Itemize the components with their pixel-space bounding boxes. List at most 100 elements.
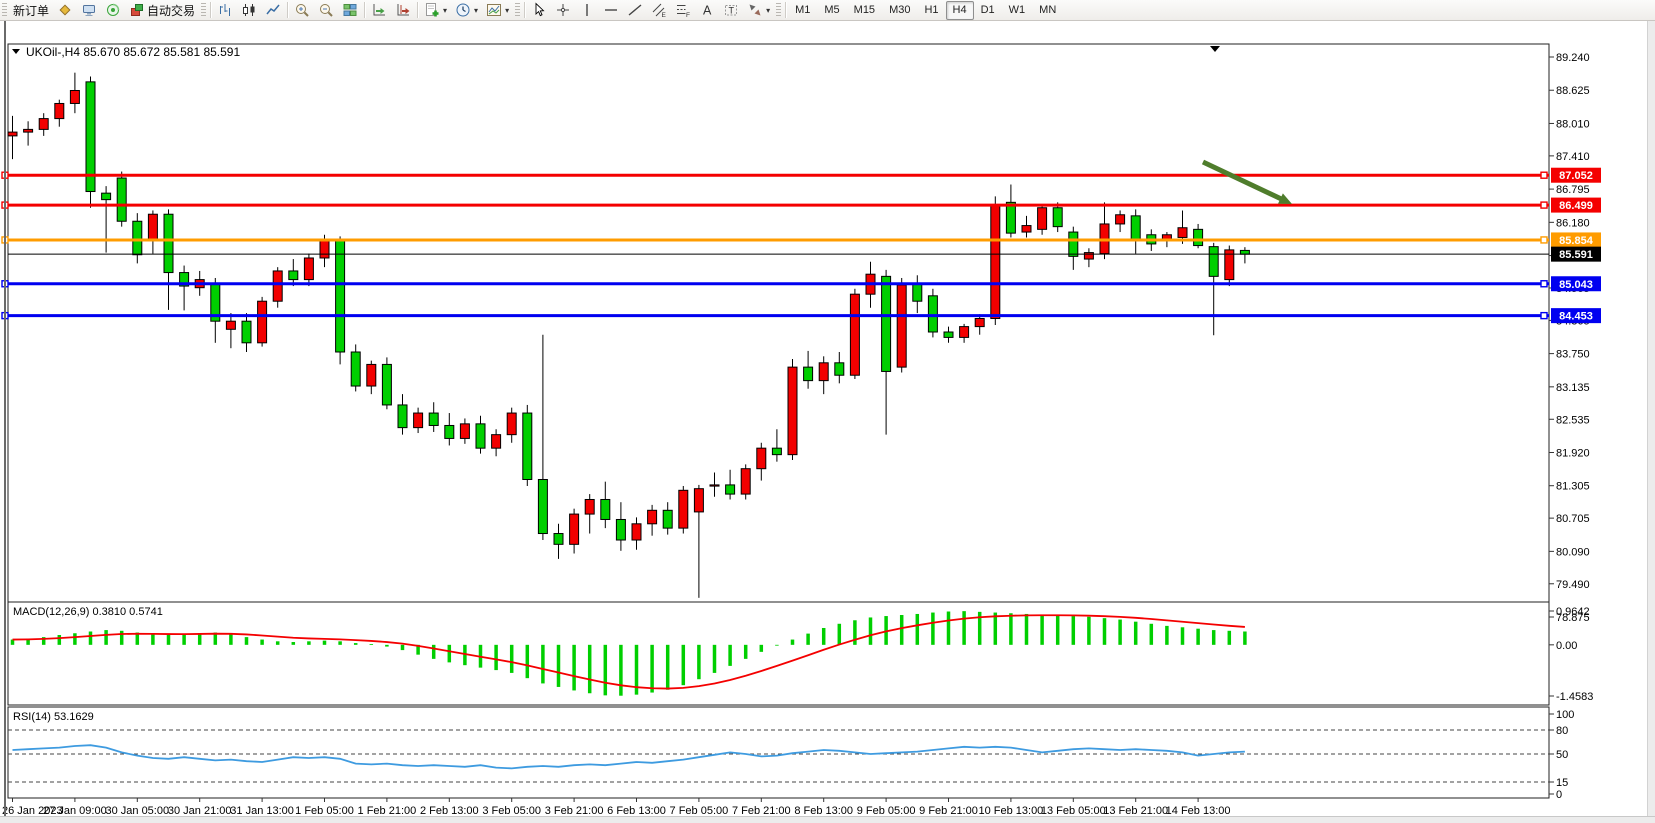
timeframe-w1[interactable]: W1: [1008, 3, 1026, 16]
price-label-85.854: [1551, 232, 1601, 248]
chart-plot-area[interactable]: [7, 43, 1550, 620]
line-right-handle[interactable]: [1540, 236, 1548, 244]
svg-text:82.535: 82.535: [1556, 414, 1590, 426]
timeframe-m5[interactable]: M5: [824, 3, 840, 16]
chevron-down-icon[interactable]: ▾: [505, 5, 510, 15]
chart-profile-button[interactable]: [53, 0, 77, 20]
candlestick-chart-button[interactable]: [237, 0, 261, 20]
svg-text:85.854: 85.854: [1559, 235, 1594, 247]
periods-button[interactable]: ▾: [451, 0, 482, 20]
svg-text:83.135: 83.135: [1556, 382, 1590, 394]
zoom-out-button[interactable]: [314, 0, 338, 20]
toolbar-grip[interactable]: [201, 3, 207, 17]
rsi-panel[interactable]: [7, 706, 1550, 799]
terminal-button[interactable]: [77, 0, 101, 20]
svg-text:7 Feb 05:00: 7 Feb 05:00: [670, 805, 729, 817]
symbol-dropdown-icon[interactable]: [12, 49, 20, 54]
tile-windows-button[interactable]: [338, 0, 362, 20]
svg-text:85.591: 85.591: [1559, 249, 1593, 261]
toolbar-separator: [785, 2, 787, 18]
svg-text:81.920: 81.920: [1556, 447, 1590, 459]
macd-axis-label: 0.9642: [1556, 606, 1590, 618]
line-right-handle[interactable]: [1540, 201, 1548, 209]
svg-text:78.875: 78.875: [1556, 612, 1590, 624]
templates-button[interactable]: ▾: [482, 0, 513, 20]
toolbar-grip[interactable]: [2, 3, 7, 17]
svg-text:80.090: 80.090: [1556, 546, 1590, 558]
toolbar-grip[interactable]: [776, 3, 782, 17]
chevron-down-icon[interactable]: ▾: [766, 5, 771, 15]
svg-text:3 Feb 05:00: 3 Feb 05:00: [482, 805, 541, 817]
text-button[interactable]: A: [695, 0, 719, 20]
diamond-icon: [59, 4, 71, 16]
indicators-button[interactable]: ▾: [420, 0, 451, 20]
svg-text:86.180: 86.180: [1556, 217, 1590, 229]
svg-text:86.795: 86.795: [1556, 184, 1590, 196]
svg-text:79.490: 79.490: [1556, 579, 1590, 591]
line-chart-button[interactable]: [261, 0, 285, 20]
svg-text:2 Feb 13:00: 2 Feb 13:00: [420, 805, 479, 817]
chevron-down-icon[interactable]: ▾: [474, 5, 479, 15]
main-toolbar: 新订单 自动交易 ▾ ▾ ▾ E F A T ▾ M1 M5 M15 M30 H1 H4 D1 W1 MN: [0, 0, 1655, 21]
chart-shift-button[interactable]: [391, 0, 415, 20]
bottom-strip: [0, 816, 1655, 823]
trend-arrow-annotation[interactable]: [1201, 159, 1285, 202]
window-left-border: [4, 20, 6, 816]
equidistant-channel-button[interactable]: E: [647, 0, 671, 20]
line-right-handle[interactable]: [1540, 171, 1548, 179]
svg-text:1 Feb 05:00: 1 Feb 05:00: [295, 805, 354, 817]
svg-text:89.240: 89.240: [1556, 52, 1590, 64]
vline-icon: [586, 4, 588, 16]
vertical-line-button[interactable]: [575, 0, 599, 20]
toolbar-grip[interactable]: [515, 3, 521, 17]
crosshair-icon: [557, 4, 570, 16]
line-right-handle[interactable]: [1540, 311, 1548, 320]
price-label-87.052: [1551, 167, 1601, 183]
chevron-down-icon[interactable]: ▾: [443, 5, 448, 15]
signals-button[interactable]: [101, 0, 125, 20]
svg-text:31 Jan 13:00: 31 Jan 13:00: [230, 805, 294, 817]
svg-text:87.052: 87.052: [1559, 170, 1593, 182]
timeframe-m15[interactable]: M15: [853, 3, 876, 16]
auto-trading-button[interactable]: 自动交易: [125, 0, 199, 20]
text-a-icon: A: [703, 4, 712, 18]
bar-chart-button[interactable]: [213, 0, 237, 20]
label-t-icon: T: [725, 5, 738, 16]
monitor-icon: [83, 5, 96, 16]
chart-shift-marker[interactable]: [1210, 46, 1220, 52]
crosshair-button[interactable]: [551, 0, 575, 20]
timeframe-mn[interactable]: MN: [1039, 3, 1057, 16]
timeframe-m1[interactable]: M1: [795, 3, 811, 16]
price-label-85.591: [1551, 246, 1601, 262]
zoom-in-button[interactable]: [290, 0, 314, 20]
svg-text:87.410: 87.410: [1556, 151, 1590, 163]
candles-icon: [243, 4, 255, 16]
macd-panel[interactable]: [7, 601, 1550, 706]
timeframe-h1[interactable]: H1: [924, 3, 939, 16]
right-scroll-strip[interactable]: [1647, 20, 1655, 823]
arrows-button[interactable]: ▾: [743, 0, 774, 20]
timeframe-d1[interactable]: D1: [980, 3, 995, 16]
horizontal-line-button[interactable]: [599, 0, 623, 20]
line-right-handle[interactable]: [1540, 280, 1548, 288]
timeframe-h4[interactable]: H4: [945, 0, 974, 20]
rsi-axis-label: 100: [1556, 709, 1574, 721]
svg-text:F: F: [686, 12, 690, 18]
svg-text:81.305: 81.305: [1556, 481, 1590, 493]
clock-icon: [456, 3, 470, 17]
trendline-button[interactable]: [623, 0, 647, 20]
fibo-icon: F: [677, 5, 690, 18]
timeframe-m30[interactable]: M30: [889, 3, 911, 16]
label-button[interactable]: T: [719, 0, 743, 20]
toolbar-separator: [417, 2, 419, 18]
rsi-label: RSI(14) 53.1629: [13, 711, 94, 723]
auto-scroll-button[interactable]: [367, 0, 391, 20]
macd-histogram: [10, 611, 1247, 696]
svg-text:88.010: 88.010: [1556, 118, 1590, 130]
cursor-button[interactable]: [527, 0, 551, 20]
new-order-button[interactable]: 新订单: [9, 0, 53, 20]
toolbar-separator: [287, 2, 289, 18]
tile-icon: [343, 4, 357, 16]
macd-axis-label: 0.00: [1556, 640, 1577, 652]
fibonacci-button[interactable]: F: [671, 0, 695, 20]
